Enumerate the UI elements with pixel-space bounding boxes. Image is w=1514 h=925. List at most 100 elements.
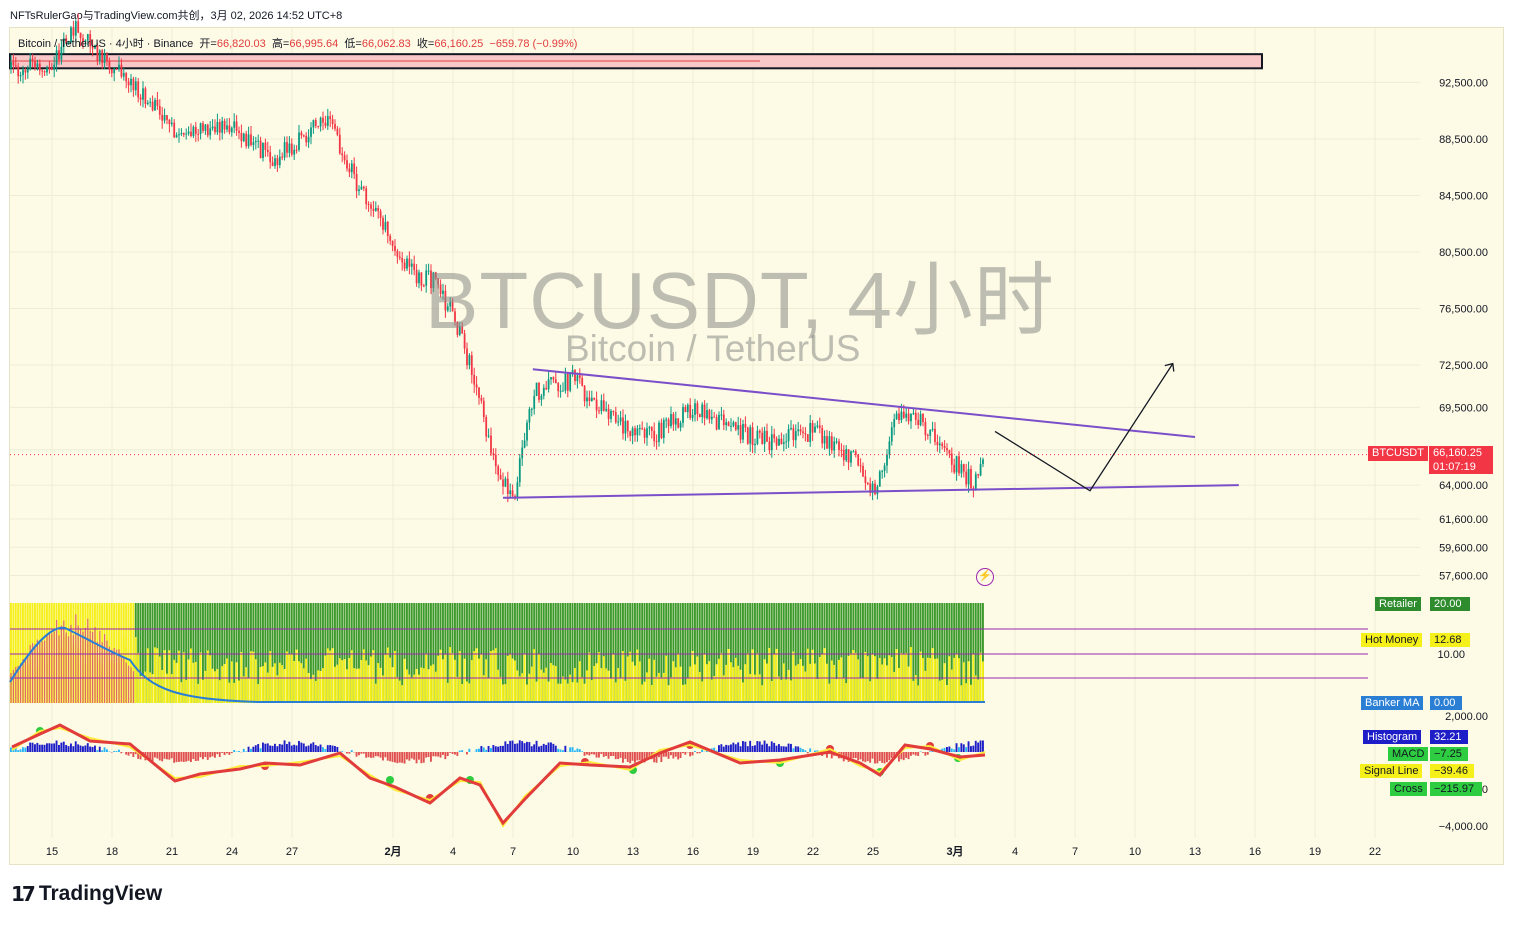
histogram-bar	[446, 752, 449, 757]
histogram-bar	[430, 752, 432, 762]
histogram-bar	[624, 752, 627, 759]
hot-money-bar	[502, 684, 504, 703]
histogram-bar	[950, 748, 953, 752]
candle-body	[607, 408, 610, 419]
histogram-bar	[346, 752, 348, 754]
candle-body	[34, 60, 36, 67]
hot-money-bar	[689, 666, 692, 703]
histogram-bar	[890, 752, 893, 758]
candle-body	[65, 38, 68, 44]
lightning-icon[interactable]: ⚡	[976, 568, 994, 586]
hot-money-bar	[454, 659, 456, 703]
retailer-bar	[151, 603, 154, 703]
candle-body	[566, 373, 569, 391]
retailer-bar	[874, 603, 876, 703]
hot-money-bar	[823, 648, 826, 703]
histogram-bar	[718, 745, 720, 752]
histogram-bar	[888, 752, 891, 761]
histogram-bar	[103, 747, 106, 752]
candle-body	[101, 50, 104, 64]
signal-line-tag-name: Signal Line	[1360, 764, 1423, 778]
candle-body	[715, 417, 718, 430]
histogram-bar	[271, 745, 274, 752]
histogram-bar	[854, 752, 857, 759]
hot-money-bar	[389, 657, 392, 703]
retailer-bar	[557, 603, 560, 703]
retailer-bar	[682, 603, 684, 703]
candle-body	[518, 458, 521, 483]
retailer-bar	[444, 603, 447, 703]
histogram-bar	[173, 752, 176, 763]
hot-money-bar	[230, 661, 233, 703]
symbol-legend[interactable]: Bitcoin / TetherUS · 4小时 · Binance 开=66,…	[18, 35, 577, 51]
retailer-bar	[254, 603, 257, 703]
candle-body	[739, 425, 742, 440]
candle-body	[502, 479, 504, 487]
time-axis-label: 13	[1189, 846, 1201, 858]
hot-money-bar	[202, 679, 204, 703]
hot-money-bar	[384, 654, 387, 703]
retailer-bar	[578, 603, 581, 703]
retailer-bar	[581, 603, 584, 703]
price-tag-symbol: BTCUSDT	[1368, 446, 1428, 461]
hot-money-bar	[866, 656, 869, 703]
retailer-bar	[242, 603, 245, 703]
retailer-bar	[516, 603, 519, 703]
candle-body	[259, 140, 262, 159]
retailer-bar	[540, 603, 543, 703]
histogram-bar	[626, 752, 629, 762]
macd-tag-value: −7.25	[1430, 747, 1468, 761]
time-axis-label: 18	[106, 846, 118, 858]
hot-money-bar	[826, 663, 828, 703]
candle-body	[418, 272, 420, 284]
candle-body	[907, 413, 910, 422]
banker-bar	[29, 645, 31, 703]
histogram-bar	[754, 745, 756, 752]
hot-money-bar	[970, 684, 972, 703]
histogram-bar	[943, 747, 946, 752]
histogram-bar	[360, 752, 363, 754]
candle-body	[283, 142, 286, 158]
histogram-bar	[358, 752, 360, 756]
candle-body	[492, 453, 495, 455]
retailer-bar	[120, 603, 123, 703]
retailer-bar	[338, 603, 341, 703]
candle-body	[826, 436, 828, 449]
banker-bar	[68, 636, 70, 703]
histogram-bar	[619, 752, 622, 758]
histogram-bar	[792, 748, 795, 752]
price-axis-label: 61,600.00	[1439, 514, 1488, 526]
histogram-bar	[94, 745, 96, 752]
histogram-bar	[602, 752, 605, 757]
candle-body	[187, 131, 190, 134]
retailer-bar	[754, 603, 756, 703]
candle-body	[626, 420, 629, 432]
legend-high-label: 高=	[271, 38, 290, 50]
retailer-bar	[674, 603, 677, 703]
hot-money-bar	[684, 684, 687, 703]
tradingview-logo[interactable]: 17 TradingView	[11, 882, 162, 906]
hot-money-bar	[583, 683, 586, 703]
hot-money-bar	[514, 660, 516, 703]
hot-money-bar	[396, 676, 399, 703]
candle-body	[655, 441, 658, 443]
histogram-bar	[206, 752, 209, 760]
hot-money-bar	[607, 670, 610, 703]
candle-body	[622, 417, 624, 434]
candle-body	[406, 258, 408, 269]
retailer-bar	[662, 603, 665, 703]
hot-money-bar	[410, 677, 413, 703]
banker-bar	[96, 641, 98, 703]
price-axis-label: 80,500.00	[1439, 247, 1488, 259]
retailer-bar	[427, 603, 430, 703]
histogram-bar	[266, 743, 269, 752]
retailer-bar	[485, 603, 488, 703]
hot-money-bar	[674, 667, 677, 703]
candle-body	[446, 306, 449, 311]
hot-money-bar	[379, 667, 382, 703]
hot-money-bar	[744, 664, 747, 703]
candle-body	[593, 397, 596, 400]
banker-bar	[104, 634, 106, 703]
banker-ma-tag-name: Banker MA	[1361, 696, 1424, 710]
